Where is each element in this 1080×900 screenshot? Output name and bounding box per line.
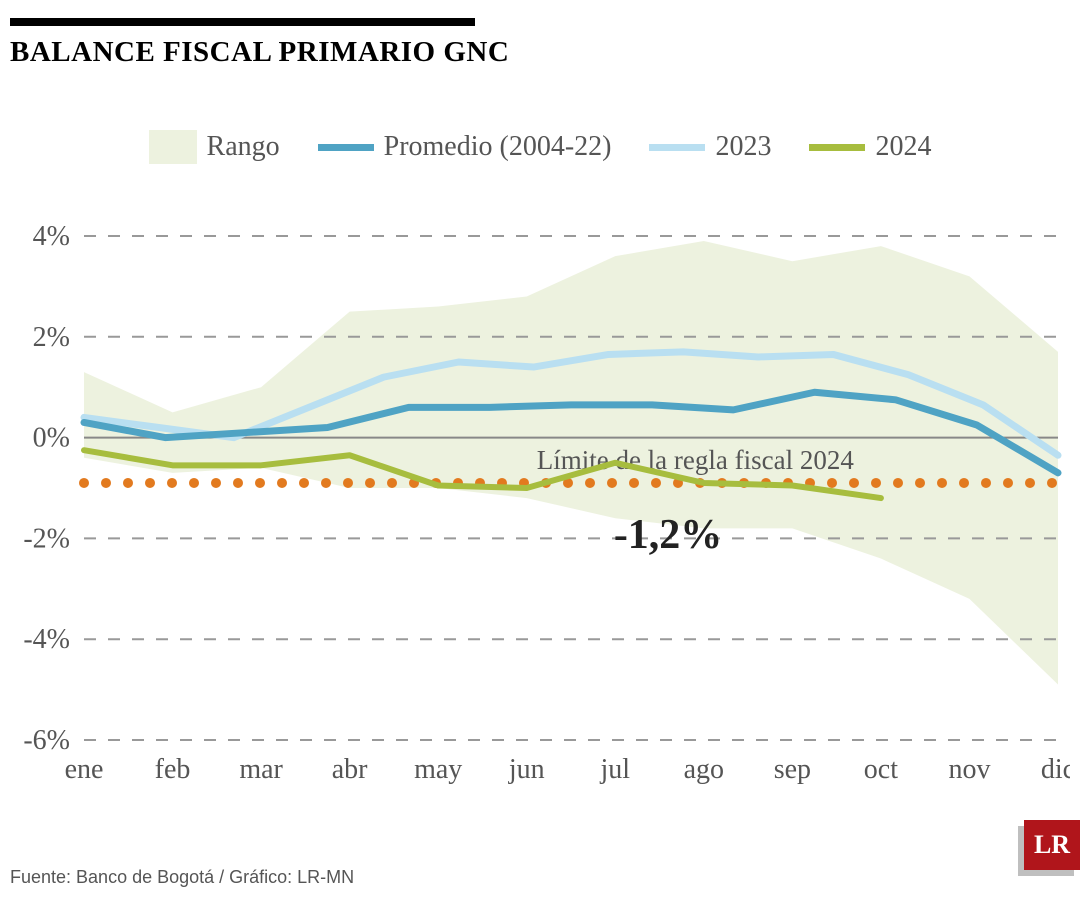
promedio-swatch-icon (318, 144, 374, 151)
y2024-swatch-icon (809, 144, 865, 151)
svg-text:feb: feb (155, 754, 191, 785)
legend-label: Promedio (2004-22) (384, 131, 612, 163)
legend-label: Rango (207, 131, 280, 163)
svg-text:ene: ene (65, 754, 104, 785)
chart-title: BALANCE FISCAL PRIMARIO GNC (10, 36, 509, 69)
svg-text:2%: 2% (33, 322, 70, 353)
svg-text:mar: mar (239, 754, 283, 785)
svg-text:0%: 0% (33, 423, 70, 454)
svg-text:dic: dic (1041, 754, 1070, 785)
rango-swatch-icon (149, 130, 197, 164)
svg-text:-1,2%: -1,2% (614, 512, 723, 558)
legend-item-2024: 2024 (809, 131, 931, 163)
legend-item-rango: Rango (149, 130, 280, 164)
svg-text:abr: abr (332, 754, 368, 785)
svg-text:nov: nov (948, 754, 990, 785)
svg-text:oct: oct (864, 754, 898, 785)
legend-label: 2023 (715, 131, 771, 163)
svg-text:-2%: -2% (23, 523, 70, 554)
y2023-swatch-icon (649, 144, 705, 151)
svg-text:may: may (414, 754, 462, 785)
svg-text:ago: ago (684, 754, 724, 785)
legend: Rango Promedio (2004-22) 2023 2024 (0, 130, 1080, 164)
legend-item-promedio: Promedio (2004-22) (318, 131, 612, 163)
legend-label: 2024 (875, 131, 931, 163)
source-caption: Fuente: Banco de Bogotá / Gráfico: LR-MN (10, 867, 354, 888)
svg-text:4%: 4% (33, 221, 70, 252)
svg-text:sep: sep (774, 754, 811, 785)
svg-text:-6%: -6% (23, 725, 70, 756)
svg-text:jun: jun (508, 754, 545, 785)
brand-badge-icon: LR (1024, 820, 1080, 870)
svg-text:-4%: -4% (23, 624, 70, 655)
chart-svg: -6% -4% -2% 0% 2% 4% ene feb mar abr may jun jul ago s… (10, 210, 1070, 790)
legend-item-2023: 2023 (649, 131, 771, 163)
top-rule (10, 18, 475, 26)
chart-area: -6% -4% -2% 0% 2% 4% ene feb mar abr may jun jul ago s… (10, 210, 1070, 790)
svg-text:jul: jul (599, 754, 630, 785)
